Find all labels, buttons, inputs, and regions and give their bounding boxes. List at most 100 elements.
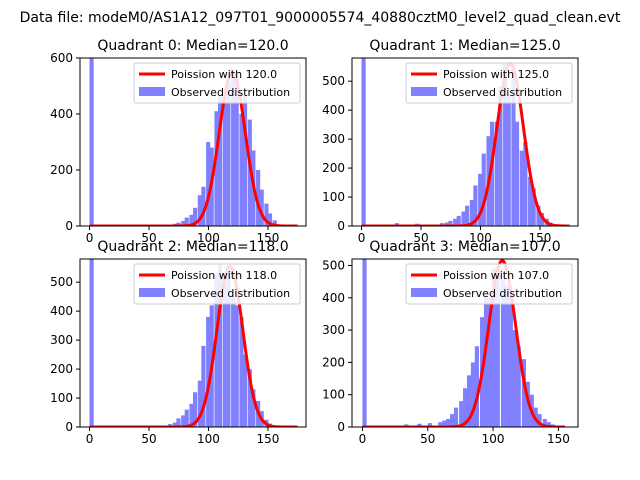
histogram-bar bbox=[217, 94, 223, 226]
histogram-bar bbox=[184, 409, 189, 427]
histogram-bar bbox=[226, 270, 231, 427]
histogram-bar bbox=[498, 86, 503, 226]
y-tick-label: 200 bbox=[322, 161, 345, 175]
histogram-bar bbox=[506, 95, 511, 226]
quadrant-1-panel: 0 50 100 150 0 100 200 300 400 500 Quadrant 1: Med… bbox=[322, 38, 579, 245]
histogram-bar bbox=[483, 297, 489, 427]
histogram-bar bbox=[512, 330, 517, 427]
histogram-bar bbox=[264, 203, 269, 226]
x-tick-label: 50 bbox=[420, 432, 435, 446]
poisson-curve bbox=[88, 264, 299, 427]
histogram-bar bbox=[197, 195, 202, 226]
x-tick-label: 100 bbox=[469, 231, 492, 245]
axes-frame bbox=[351, 258, 579, 428]
histogram-bar bbox=[536, 205, 541, 226]
histogram-bar bbox=[361, 58, 366, 226]
histogram-bar bbox=[514, 121, 520, 226]
histogram-bar bbox=[427, 423, 432, 427]
histogram-bar bbox=[242, 354, 248, 427]
histogram-bar bbox=[521, 359, 527, 427]
histogram-bar bbox=[222, 282, 227, 427]
y-tick-label: 100 bbox=[50, 391, 73, 405]
legend-hist-swatch bbox=[139, 288, 165, 297]
histogram-bar bbox=[487, 297, 493, 427]
x-tick-label: 0 bbox=[358, 231, 366, 245]
histogram-bar bbox=[417, 423, 422, 427]
histogram-bar bbox=[231, 69, 236, 226]
figure-suptitle: Data file: modeM0/AS1A12_097T01_90000055… bbox=[20, 10, 621, 26]
y-tick-label: 0 bbox=[337, 420, 345, 434]
histogram-bar bbox=[247, 369, 252, 427]
histogram-bar bbox=[172, 422, 177, 427]
histogram-bar bbox=[473, 185, 478, 226]
histogram-bar bbox=[453, 407, 459, 427]
histogram-bar bbox=[201, 186, 206, 226]
quadrant-0-panel: 0 50 100 150 0 200 400 600 Quadrant 0: Median=12… bbox=[50, 38, 307, 245]
legend: Poission with 118.0 Observed distribution bbox=[133, 263, 301, 305]
histogram-bar bbox=[214, 273, 219, 427]
histogram-bar bbox=[448, 220, 453, 226]
histogram-bar bbox=[222, 97, 227, 226]
quadrant-1-plot-area bbox=[360, 58, 571, 226]
histogram-bar bbox=[181, 415, 186, 427]
histogram-bar bbox=[519, 150, 524, 226]
histogram-bar bbox=[465, 205, 470, 226]
histogram-bar bbox=[206, 142, 211, 226]
histogram-bar bbox=[442, 420, 447, 427]
histogram-bar bbox=[516, 346, 521, 427]
histogram-bar bbox=[89, 58, 94, 226]
histogram-bar bbox=[511, 63, 516, 226]
histogram-bar bbox=[531, 188, 536, 226]
histogram-bar bbox=[242, 94, 248, 226]
histogram-bar bbox=[234, 305, 239, 427]
x-tick-label: 50 bbox=[141, 231, 156, 245]
histogram-bar bbox=[259, 189, 264, 226]
histogram-bar bbox=[453, 218, 458, 226]
histogram-bar bbox=[193, 392, 198, 427]
histogram-bar bbox=[176, 418, 181, 427]
histogram-bar bbox=[206, 316, 211, 427]
x-tick-label: 150 bbox=[528, 231, 551, 245]
axes-frame bbox=[79, 57, 307, 227]
legend-hist-swatch bbox=[139, 87, 165, 96]
histogram-bar bbox=[214, 111, 219, 226]
histogram-bar bbox=[466, 375, 472, 427]
y-tick-label: 400 bbox=[322, 291, 345, 305]
y-tick-label: 400 bbox=[50, 107, 73, 121]
histogram-bar bbox=[542, 418, 547, 427]
histogram-bar bbox=[463, 388, 468, 427]
histogram-bar bbox=[239, 114, 244, 226]
quadrant-title: Quadrant 2: Median=118.0 bbox=[97, 239, 288, 255]
y-tick-label: 200 bbox=[50, 362, 73, 376]
quadrant-0-plot-area bbox=[88, 58, 299, 226]
quadrant-title: Quadrant 1: Median=125.0 bbox=[369, 38, 560, 54]
quadrant-2-panel: 0 50 100 150 0 100 200 300 400 500 Quadrant 2: Med… bbox=[50, 239, 307, 446]
histogram-bar bbox=[234, 74, 239, 226]
histogram-bar bbox=[539, 212, 545, 226]
histogram-bar bbox=[470, 362, 476, 427]
legend-label-poisson: Poission with 107.0 bbox=[443, 269, 549, 282]
y-tick-label: 300 bbox=[322, 323, 345, 337]
histogram-bar bbox=[272, 220, 277, 226]
legend-label-observed: Observed distribution bbox=[171, 86, 290, 99]
legend-hist-swatch bbox=[411, 288, 437, 297]
legend-label-observed: Observed distribution bbox=[171, 287, 290, 300]
histogram-bar bbox=[508, 297, 513, 427]
y-tick-label: 100 bbox=[322, 190, 345, 204]
axes-frame bbox=[351, 57, 579, 227]
histogram-bar bbox=[495, 265, 500, 427]
histogram-bar bbox=[537, 414, 542, 427]
x-tick-label: 50 bbox=[141, 432, 156, 446]
x-tick-label: 50 bbox=[413, 231, 428, 245]
histogram-bar bbox=[489, 121, 495, 226]
histogram-bar bbox=[217, 264, 223, 427]
histogram-bar bbox=[239, 316, 244, 427]
x-tick-label: 150 bbox=[547, 432, 570, 446]
x-tick-label: 100 bbox=[482, 432, 505, 446]
histogram-bar bbox=[189, 214, 194, 226]
histogram-bar bbox=[546, 422, 551, 427]
histogram-bar bbox=[461, 211, 466, 226]
legend-label-observed: Observed distribution bbox=[443, 86, 562, 99]
legend-label-poisson: Poission with 118.0 bbox=[171, 269, 277, 282]
legend: Poission with 125.0 Observed distribution bbox=[405, 62, 573, 104]
